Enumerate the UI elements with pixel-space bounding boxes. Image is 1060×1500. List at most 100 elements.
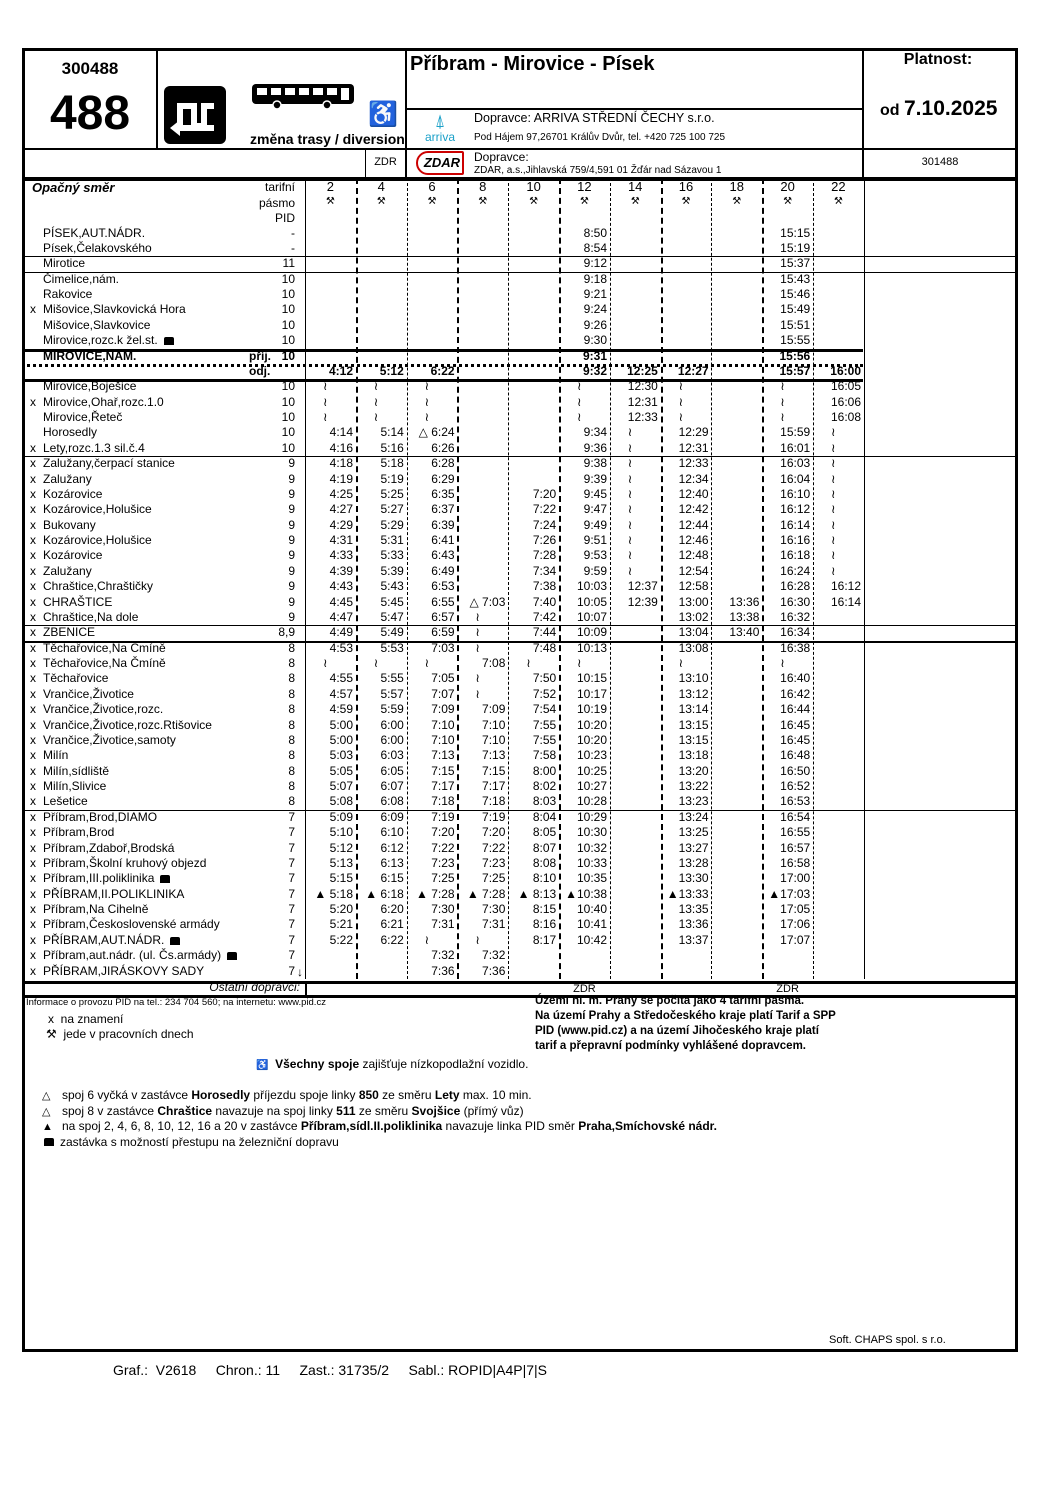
departure-time: 7:30 — [431, 902, 455, 916]
table-row: x Příbram,aut.nádr. (ul. Čs.armády) 7 7:32 7… — [24, 948, 863, 963]
tariff-zone: 10 — [281, 287, 295, 301]
stop-name-text: Zalužany — [43, 471, 92, 486]
tariff-zone: 7 — [288, 902, 295, 916]
departure-time: 12:48 — [678, 548, 709, 563]
stop-name: Lešetice — [43, 794, 88, 809]
row-divider — [22, 456, 1018, 458]
stop-name: Kozárovice,Holušice — [43, 533, 152, 548]
tariff-zone: 10 — [281, 440, 295, 455]
wavy-skip-icon: ≀ — [526, 656, 531, 670]
departure-time: 5:08 — [329, 794, 353, 809]
departure-time: 15:51 — [780, 317, 811, 332]
filled-triangle-icon: ▲ — [42, 1121, 53, 1133]
tariff-zone: 7 — [288, 809, 295, 824]
stop-name-text: PŘÍBRAM,II.POLIKLINIKA — [43, 886, 185, 901]
legend-text: na znamení — [60, 1012, 124, 1026]
departure-time: 5:47 — [380, 609, 404, 624]
departure-time: 13:12 — [678, 686, 709, 701]
stop-name: Bukovany — [43, 518, 96, 533]
departure-time: 12:33 — [678, 456, 709, 471]
bus-icon — [251, 82, 355, 110]
row-divider — [22, 363, 863, 367]
stop-name: Písek,Čelakovského — [43, 241, 152, 256]
departure-time: 15:37 — [780, 256, 811, 271]
table-row: x Kozárovice 9 4:25 5:25 6:35 7:20 9:45 ≀ 12:40 16… — [24, 487, 863, 502]
departure-time: 13:15 — [678, 717, 709, 732]
table-row: x Kozárovice 9 4:33 5:33 6:43 7:28 9:53 ≀ 12:48 16… — [24, 548, 863, 563]
stop-name: Těchařovice — [43, 671, 108, 686]
divider — [22, 148, 1018, 150]
departure-time: 5:00 — [329, 732, 353, 747]
stop-name-text: Mišovice,Slavkovice — [43, 317, 151, 332]
wavy-skip-icon: ≀ — [475, 625, 480, 640]
departure-time: 6:35 — [431, 486, 455, 501]
departure-time: 16:04 — [780, 471, 811, 486]
table-row: x Kozárovice,Holušice 9 4:27 5:27 6:37 7:22 9:4… — [24, 502, 863, 517]
table-row: x PŘÍBRAM,JIRÁSKOVY SADY 7 ↓ 7:36 7:36 — [24, 964, 863, 979]
departure-time: 7:10 — [431, 732, 455, 747]
table-row: x Příbram,Zdaboř,Brodská 7 5:12 6:12 7:22 7:22… — [24, 841, 863, 856]
wavy-skip-icon: ≀ — [627, 440, 633, 455]
departure-time: 9:53 — [583, 548, 607, 563]
stop-name: Kozárovice — [43, 548, 102, 563]
departure-time: 8:50 — [583, 225, 607, 240]
wavy-skip-icon: ≀ — [678, 656, 684, 670]
stop-name-text: Kozárovice,Holušice — [43, 533, 152, 547]
zdar-logo: ZDAR — [416, 151, 464, 175]
row-divider — [22, 625, 1018, 627]
zone-header-line: PID — [274, 211, 295, 225]
table-row: Písek,Čelakovského - 8:54 15:19 — [24, 241, 863, 256]
stop-name-text: Milín — [43, 748, 69, 763]
wavy-skip-icon: ≀ — [627, 502, 633, 517]
wavy-skip-icon: ≀ — [323, 656, 328, 670]
tariff-zone: 9 — [288, 594, 295, 609]
row-divider — [22, 348, 863, 352]
divider — [305, 178, 306, 979]
departure-time: 7:54 — [532, 702, 557, 717]
departure-time: 13:02 — [678, 609, 709, 624]
stop-name: ZBENICE — [43, 625, 95, 640]
departure-time: 8:08 — [532, 855, 557, 870]
departure-time: 8:04 — [532, 809, 557, 824]
workday-icon: ⚒ — [427, 196, 437, 207]
wavy-skip-icon: ≀ — [475, 640, 480, 655]
departure-time: 10:40 — [576, 902, 607, 916]
departure-time: 16:05 — [830, 379, 861, 394]
departure-time: 10:29 — [576, 809, 607, 824]
departure-time: 5:43 — [380, 579, 404, 594]
tariff-zone: 7 — [288, 840, 295, 855]
column-divider — [609, 178, 611, 979]
workday-icon: ⚒ — [478, 196, 488, 207]
wavy-skip-icon: ≀ — [627, 486, 633, 501]
tariff-zone: 9 — [288, 563, 295, 578]
stop-name-text: Mirovice,Řeteč — [43, 410, 123, 424]
wavy-skip-icon: ≀ — [831, 425, 836, 440]
stop-name-text: Vrančice,Životice,rozc.Rtišovice — [43, 717, 212, 732]
operator2-label: Dopravce: — [474, 150, 529, 164]
table-row: x Chraštice,Chraštičky 9 4:43 5:43 6:53 7:38 10… — [24, 579, 863, 594]
table-row: Rakovice 10 9:21 15:46 — [24, 287, 863, 302]
departure-time: 7:31 — [482, 917, 506, 932]
table-row: Mišovice,Slavkovice 10 9:26 15:51 — [24, 318, 863, 333]
departure-time: 10:33 — [576, 855, 607, 870]
departure-time: 16:53 — [780, 794, 811, 809]
departure-time: 13:22 — [678, 779, 709, 793]
wavy-skip-icon: ≀ — [831, 533, 836, 547]
footnote: zastávka s možností přestupu na železnič… — [42, 1135, 339, 1150]
departure-time: 10:32 — [576, 840, 607, 855]
departure-time: 16:30 — [780, 594, 811, 609]
tariff-zone: 8 — [288, 686, 295, 701]
departure-time: 4:53 — [329, 640, 353, 655]
legend-request-stop: x na znamení — [48, 1012, 123, 1027]
departure-time: 5:33 — [380, 548, 404, 563]
trip-number: 18 — [729, 179, 745, 194]
departure-time: 7:23 — [482, 855, 506, 870]
tariff-zone: - — [291, 225, 295, 240]
departure-time: 6:20 — [380, 902, 404, 916]
tariff-zone: 8 — [288, 763, 295, 778]
footnote-text: Chraštice — [157, 1103, 213, 1118]
departure-time: 13:10 — [678, 671, 709, 686]
arriva-logo: ⍋ arriva — [425, 111, 456, 144]
tariff-zone: 9 — [288, 609, 295, 624]
footnote-text: navazuje linka PID směr — [442, 1119, 579, 1133]
